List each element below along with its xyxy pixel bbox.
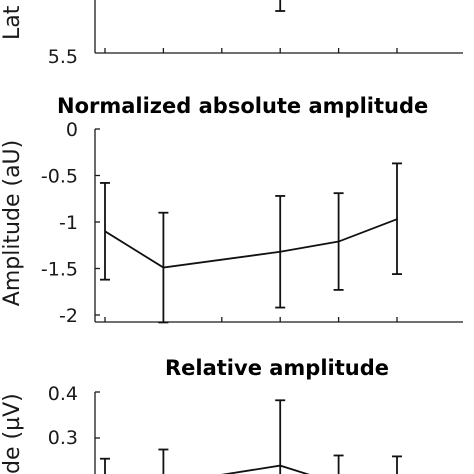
panel2-error-bars xyxy=(100,162,402,324)
panel2-axes xyxy=(94,128,463,323)
panel2-ytick-label: -2 xyxy=(59,305,78,327)
panel3-ytick-label: 0.4 xyxy=(48,383,78,405)
panel3-axes xyxy=(94,391,100,474)
panel-latency: Lat 5.5 xyxy=(0,0,463,68)
panel-relative-amplitude: Relative amplitude de (µV) 0.4 0.3 xyxy=(0,356,402,474)
panel3-title: Relative amplitude xyxy=(165,356,389,380)
panel1-ylabel: Lat xyxy=(0,5,25,40)
panel1-axes xyxy=(94,0,463,54)
panel3-series-line xyxy=(221,464,310,474)
panel3-ytick-label: 0.3 xyxy=(48,427,78,449)
panel2-ytick-labels: 0 -0.5 -1 -1.5 -2 xyxy=(41,119,78,327)
panel-normalized-amplitude: Normalized absolute amplitude Amplitude … xyxy=(0,94,463,327)
panel3-error-bars xyxy=(100,399,402,474)
panel2-ytick-label: -0.5 xyxy=(41,166,78,188)
panel2-series-line xyxy=(104,218,398,269)
panel1-ytick-label: 5.5 xyxy=(48,46,78,68)
panel2-ytick-label: 0 xyxy=(66,119,78,141)
panel2-ylabel: Amplitude (aU) xyxy=(0,140,25,306)
panel2-ytick-label: -1 xyxy=(59,212,78,234)
panel3-ylabel: de (µV) xyxy=(0,393,25,474)
panel2-title: Normalized absolute amplitude xyxy=(57,94,428,118)
panel2-ytick-label: -1.5 xyxy=(41,259,78,281)
